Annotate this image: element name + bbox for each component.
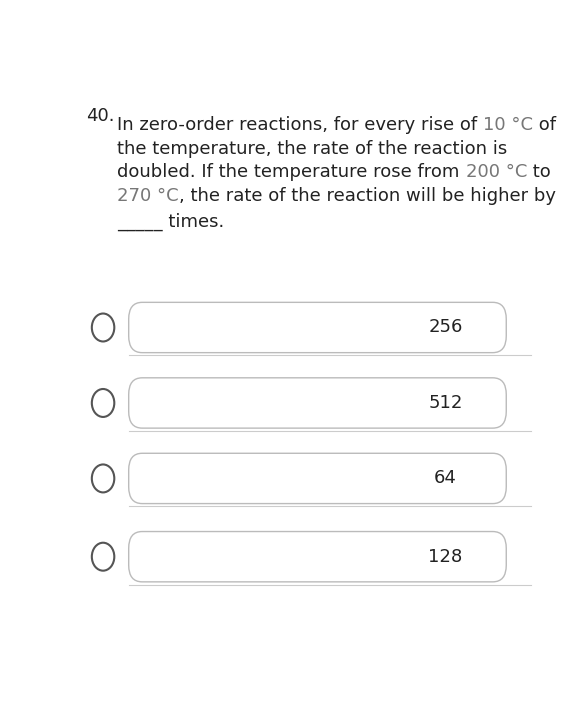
Text: 270 °C: 270 °C [117, 187, 179, 205]
Text: In zero-order reactions, for every rise of: In zero-order reactions, for every rise … [117, 116, 483, 134]
Text: doubled. If the temperature rose from: doubled. If the temperature rose from [117, 163, 466, 182]
Text: of: of [534, 116, 556, 134]
Text: 40.: 40. [86, 107, 114, 125]
Text: 256: 256 [429, 319, 463, 336]
Text: _____ times.: _____ times. [117, 212, 224, 231]
Text: 10 °C: 10 °C [483, 116, 534, 134]
FancyBboxPatch shape [129, 378, 506, 428]
Text: , the rate of the reaction will be higher by: , the rate of the reaction will be highe… [179, 187, 556, 205]
Text: to: to [527, 163, 550, 182]
Text: the temperature, the rate of the reaction is: the temperature, the rate of the reactio… [117, 139, 508, 158]
Text: 512: 512 [429, 394, 463, 412]
FancyBboxPatch shape [129, 531, 506, 582]
Text: 128: 128 [429, 547, 463, 566]
FancyBboxPatch shape [129, 302, 506, 353]
Text: 200 °C: 200 °C [466, 163, 527, 182]
Text: 64: 64 [434, 470, 457, 487]
FancyBboxPatch shape [129, 453, 506, 504]
